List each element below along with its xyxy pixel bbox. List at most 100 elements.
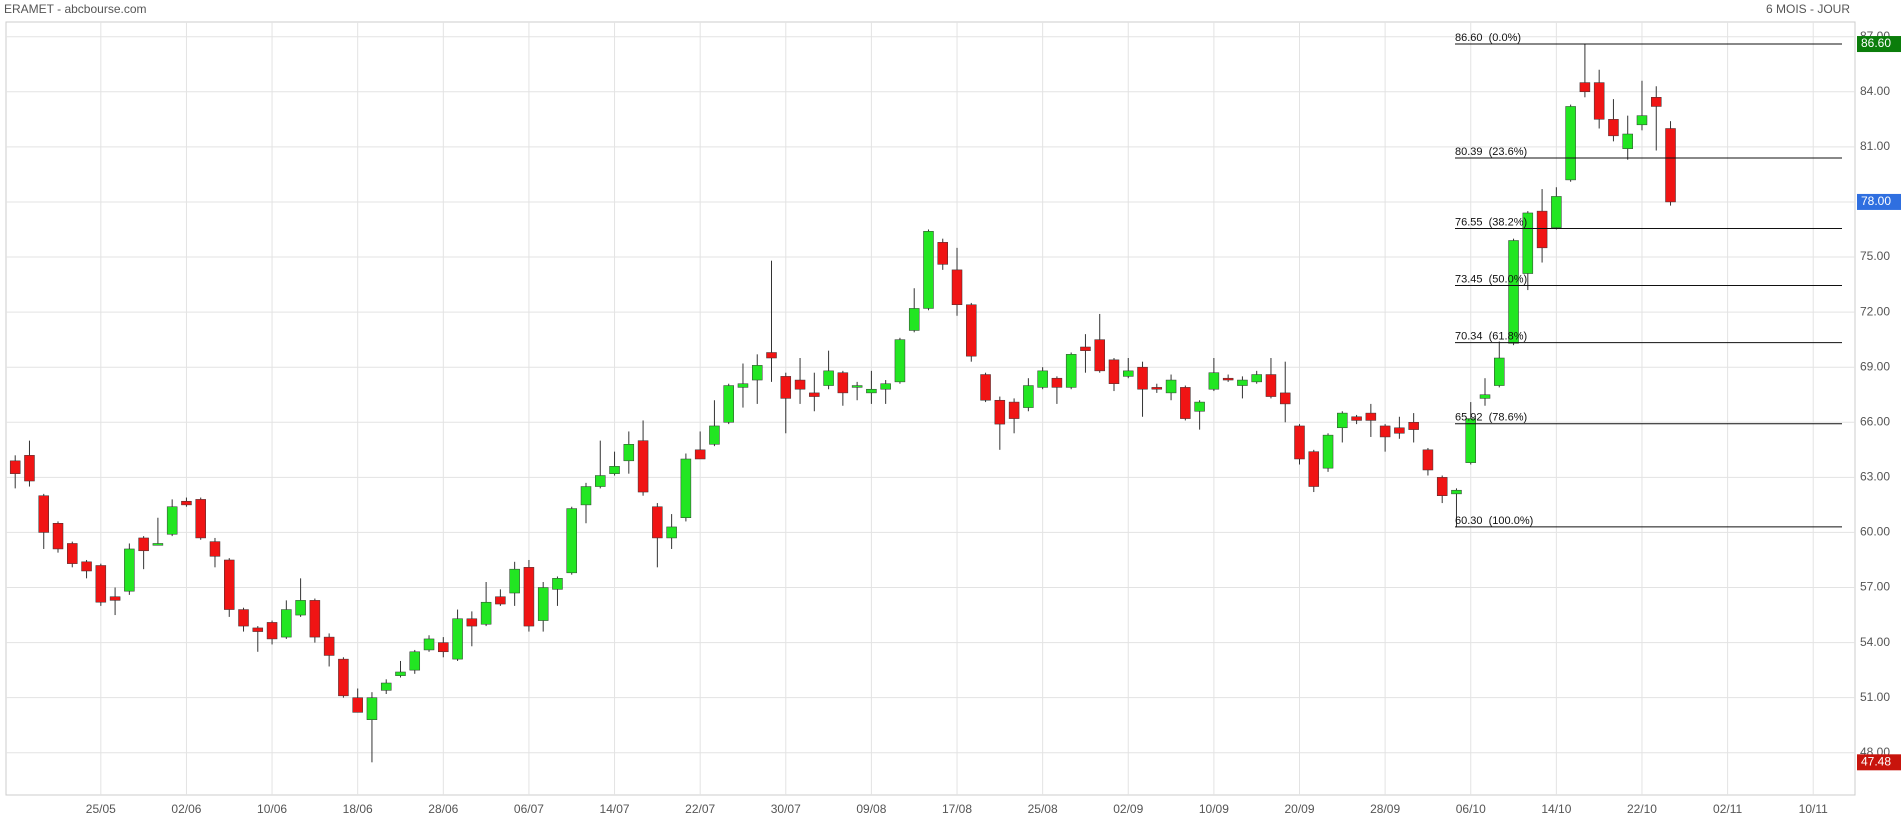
price-badge-label: 78.00: [1861, 194, 1891, 208]
candle-body: [281, 609, 292, 638]
candle-body: [780, 376, 792, 399]
y-tick-label: 63.00: [1860, 470, 1890, 484]
candle-body: [737, 383, 749, 388]
candle-body: [1037, 370, 1048, 388]
candle-body: [1108, 359, 1120, 384]
candle-body: [252, 627, 264, 632]
candle-body: [1308, 451, 1320, 487]
candle-body: [1522, 212, 1534, 274]
candle-body: [694, 449, 706, 460]
candle-body: [1023, 385, 1034, 408]
candle-body: [323, 636, 335, 656]
candle-body: [666, 526, 677, 539]
candle-body: [1137, 366, 1148, 390]
x-tick-label: 02/11: [1713, 802, 1742, 816]
candle-body: [509, 568, 520, 594]
x-tick-label: 25/05: [86, 802, 116, 816]
candle-body: [1222, 377, 1234, 381]
candle-body: [1251, 374, 1262, 383]
candle-body: [1265, 374, 1277, 397]
candle-body: [766, 352, 777, 359]
fib-label: 60.30 (100.0%): [1455, 515, 1533, 527]
x-tick-label: 22/10: [1627, 802, 1657, 816]
candle-body: [609, 466, 620, 474]
price-badge-label: 47.48: [1861, 754, 1891, 768]
candle-body: [24, 455, 35, 482]
candle-body: [894, 339, 906, 383]
candle-body: [309, 600, 321, 638]
candle-body: [295, 600, 306, 616]
candle-body: [1123, 370, 1134, 377]
candle-body: [794, 379, 806, 390]
candle-body: [1194, 401, 1205, 412]
candle-body: [1436, 477, 1448, 496]
candle-body: [1536, 210, 1548, 249]
y-tick-label: 69.00: [1860, 359, 1890, 373]
fib-label: 70.34 (61.8%): [1455, 330, 1527, 342]
plot-area: [5, 21, 1856, 796]
x-tick-label: 22/07: [685, 802, 715, 816]
candle-body: [209, 541, 221, 557]
candle-body: [580, 486, 592, 506]
candle-body: [1465, 418, 1476, 463]
x-tick-label: 28/09: [1370, 802, 1400, 816]
x-tick-label: 06/10: [1456, 802, 1486, 816]
candle-body: [1422, 449, 1434, 471]
candle-body: [951, 269, 963, 306]
candle-body: [1065, 354, 1077, 388]
candle-body: [109, 596, 121, 601]
candle-body: [38, 495, 49, 533]
price-badge-label: 86.60: [1861, 36, 1891, 50]
chart-title: ERAMET - abcbourse.com: [4, 2, 147, 16]
candle-body: [1180, 387, 1191, 419]
y-tick-label: 66.00: [1860, 414, 1890, 428]
fib-label: 73.45 (50.0%): [1455, 273, 1527, 285]
candle-body: [1151, 387, 1163, 390]
candle-body: [1394, 427, 1405, 434]
x-tick-label: 28/06: [428, 802, 458, 816]
candle-body: [1408, 422, 1419, 430]
candle-body: [1279, 392, 1291, 405]
candle-body: [1593, 82, 1605, 120]
candle-body: [195, 499, 206, 539]
candle-body: [495, 596, 506, 605]
candle-body: [637, 440, 649, 493]
candle-body: [851, 385, 863, 388]
candle-body: [880, 383, 891, 390]
candle-body: [723, 385, 734, 423]
candle-body: [537, 587, 549, 621]
candle-body: [595, 475, 606, 487]
y-tick-label: 72.00: [1860, 304, 1890, 318]
candle-body: [908, 308, 920, 331]
candle-body: [623, 444, 635, 462]
x-tick-label: 10/06: [257, 802, 287, 816]
candle-body: [9, 460, 21, 474]
candle-body: [338, 658, 349, 697]
candle-body: [966, 304, 977, 357]
candle-body: [124, 548, 135, 592]
candle-body: [67, 543, 78, 564]
candle-body: [452, 618, 463, 660]
x-tick-label: 25/08: [1028, 802, 1058, 816]
fib-label: 86.60 (0.0%): [1455, 32, 1521, 44]
candle-body: [1351, 416, 1362, 421]
x-tick-label: 02/06: [171, 802, 201, 816]
candle-body: [138, 537, 149, 552]
x-tick-label: 10/11: [1799, 802, 1828, 816]
x-tick-label: 17/08: [942, 802, 972, 816]
candle-body: [166, 506, 178, 535]
y-tick-label: 75.00: [1860, 249, 1890, 263]
y-tick-label: 51.00: [1860, 690, 1890, 704]
candle-body: [409, 651, 421, 671]
y-tick-label: 84.00: [1860, 84, 1890, 98]
candle-body: [1379, 425, 1391, 438]
candle-body: [523, 567, 535, 627]
candle-body: [552, 578, 563, 590]
x-tick-label: 14/07: [600, 802, 630, 816]
candle-body: [1579, 82, 1591, 93]
candle-body: [1365, 412, 1377, 421]
candle-body: [937, 242, 948, 265]
candle-body: [1094, 339, 1105, 372]
